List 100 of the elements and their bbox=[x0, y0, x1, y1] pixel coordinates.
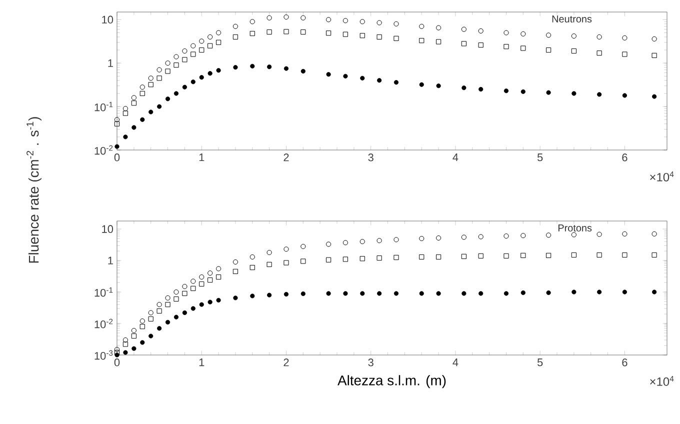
point bbox=[216, 274, 222, 280]
point bbox=[114, 352, 120, 358]
point bbox=[199, 281, 204, 287]
point bbox=[572, 91, 576, 96]
point bbox=[208, 270, 213, 276]
point bbox=[419, 236, 424, 242]
point bbox=[165, 60, 170, 66]
y-tick-label: 10$^{-2}$ bbox=[94, 318, 113, 328]
point bbox=[190, 52, 196, 57]
point bbox=[182, 290, 188, 296]
point bbox=[622, 231, 628, 236]
point bbox=[597, 290, 602, 294]
point bbox=[546, 232, 552, 238]
point bbox=[266, 15, 272, 20]
point bbox=[394, 36, 399, 41]
point bbox=[461, 254, 466, 259]
point bbox=[165, 320, 170, 325]
point bbox=[216, 40, 222, 45]
point bbox=[250, 294, 255, 298]
x-tick-label: 1 bbox=[199, 154, 204, 162]
point bbox=[419, 254, 424, 260]
point bbox=[597, 92, 602, 97]
y-tick-label: 10 bbox=[102, 225, 114, 233]
point bbox=[148, 110, 154, 114]
point bbox=[652, 52, 657, 58]
point bbox=[461, 41, 466, 46]
point bbox=[216, 298, 221, 303]
point bbox=[232, 259, 238, 265]
y-tick-label: 1 bbox=[108, 59, 113, 67]
point bbox=[343, 74, 348, 78]
point bbox=[284, 246, 289, 252]
point bbox=[376, 20, 382, 26]
point bbox=[436, 235, 442, 241]
point bbox=[174, 314, 179, 320]
point bbox=[165, 68, 170, 74]
x-tick-label: 0 bbox=[114, 154, 120, 162]
point bbox=[140, 340, 145, 345]
point bbox=[190, 306, 196, 311]
point bbox=[546, 90, 551, 95]
point bbox=[546, 47, 552, 53]
point bbox=[342, 32, 348, 37]
point bbox=[300, 68, 306, 74]
point bbox=[419, 291, 424, 296]
point bbox=[478, 86, 484, 92]
point bbox=[140, 90, 145, 96]
point bbox=[394, 254, 399, 260]
point bbox=[182, 84, 187, 90]
point bbox=[504, 291, 509, 296]
point bbox=[114, 350, 120, 356]
point bbox=[174, 62, 179, 68]
point bbox=[520, 252, 526, 258]
point bbox=[131, 333, 136, 339]
point bbox=[216, 68, 221, 73]
point bbox=[190, 286, 196, 291]
point bbox=[300, 291, 306, 296]
point bbox=[250, 19, 255, 24]
point bbox=[131, 100, 136, 106]
point bbox=[394, 237, 399, 242]
point bbox=[571, 48, 576, 54]
point bbox=[250, 264, 255, 270]
point bbox=[342, 18, 348, 24]
point bbox=[462, 86, 466, 90]
point bbox=[182, 284, 188, 290]
point bbox=[571, 232, 576, 238]
point bbox=[250, 64, 255, 68]
point bbox=[267, 64, 272, 70]
point bbox=[156, 76, 162, 81]
point bbox=[622, 52, 628, 57]
point bbox=[122, 106, 128, 112]
point bbox=[504, 88, 509, 94]
x-tick-label: 2 bbox=[284, 154, 289, 162]
point bbox=[132, 125, 136, 130]
point bbox=[377, 291, 382, 296]
point bbox=[122, 342, 128, 347]
point bbox=[478, 234, 484, 240]
point bbox=[504, 30, 509, 36]
point bbox=[360, 19, 365, 24]
point bbox=[190, 43, 196, 48]
point bbox=[622, 35, 628, 40]
point bbox=[131, 328, 136, 334]
point bbox=[596, 34, 602, 40]
point bbox=[343, 291, 348, 296]
point bbox=[208, 71, 212, 76]
point bbox=[652, 94, 657, 99]
point bbox=[478, 28, 484, 34]
point bbox=[123, 350, 128, 355]
point bbox=[326, 72, 331, 77]
point bbox=[182, 57, 188, 62]
point bbox=[174, 296, 179, 302]
point bbox=[342, 256, 348, 262]
x-tick-label: 1 bbox=[199, 358, 204, 366]
point bbox=[182, 310, 187, 316]
point bbox=[199, 274, 204, 280]
point bbox=[436, 254, 442, 260]
point bbox=[300, 258, 306, 264]
point bbox=[190, 278, 196, 284]
point bbox=[114, 121, 120, 126]
y-tick-label: 1 bbox=[108, 256, 113, 264]
point bbox=[284, 66, 289, 71]
point bbox=[652, 36, 657, 42]
